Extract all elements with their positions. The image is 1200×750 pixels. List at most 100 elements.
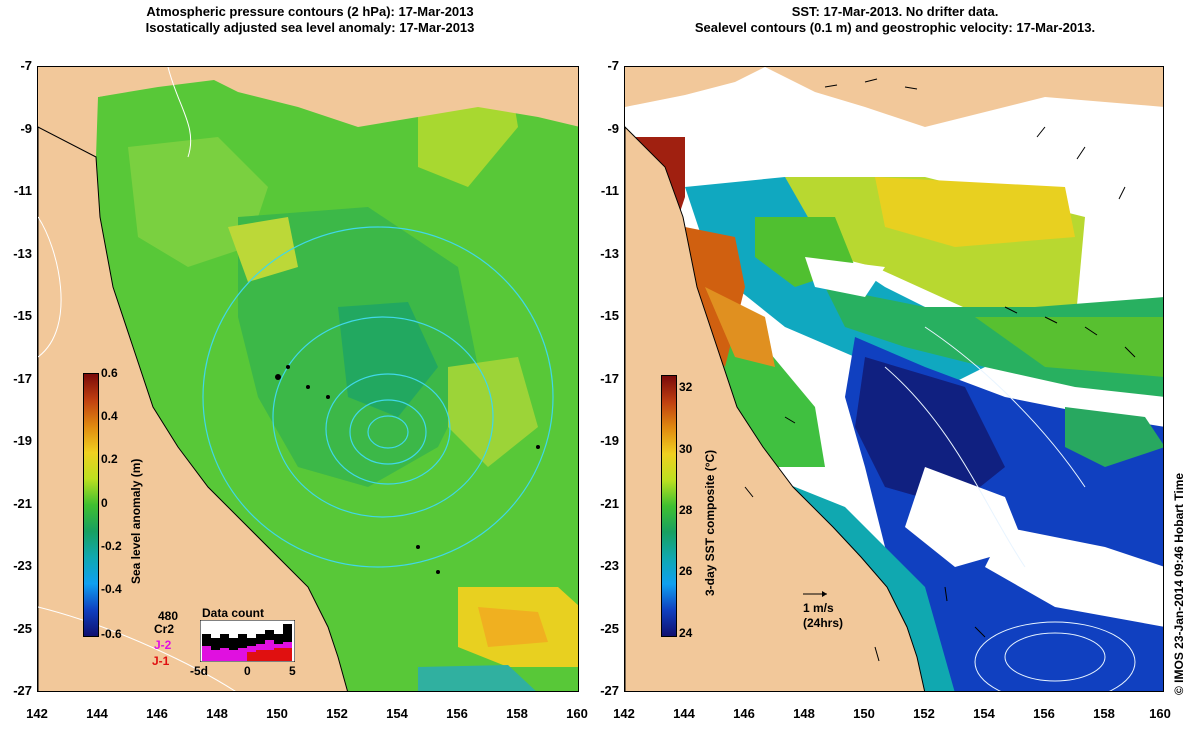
x-tick: 142 [613, 706, 635, 721]
sst-patch [875, 177, 1075, 247]
colorbar-tick: 28 [679, 503, 693, 517]
data-count-tick: -5d [190, 664, 208, 678]
y-tick: -27 [13, 683, 32, 698]
y-tick: -27 [600, 683, 619, 698]
sst-colorbar-label: 3-day SST composite (°C) [703, 449, 717, 596]
y-tick: -15 [13, 308, 32, 323]
land-queensland [38, 126, 348, 691]
x-tick: 148 [206, 706, 228, 721]
y-tick: -25 [13, 621, 32, 636]
mission-label-cr2: Cr2 [154, 622, 175, 636]
x-tick: 158 [506, 706, 528, 721]
geostrophic-velocity-arrows [744, 78, 1136, 662]
left-title-line2: Isostatically adjusted sea level anomaly… [145, 20, 475, 35]
x-tick: 150 [266, 706, 288, 721]
land-new-guinea-west [625, 67, 765, 107]
data-count-max: 480 [158, 609, 179, 623]
x-tick: 146 [733, 706, 755, 721]
colorbar-tick: 32 [679, 380, 693, 394]
anomaly-patch [338, 302, 438, 417]
x-tick: 154 [973, 706, 995, 721]
y-tick: -21 [13, 496, 32, 511]
x-tick: 144 [673, 706, 695, 721]
reef-dots [275, 365, 540, 574]
colorbar-tick: -0.6 [101, 627, 122, 641]
sst-patch [975, 317, 1163, 377]
colorbar-tick: 0 [101, 496, 108, 510]
sst-colorbar [661, 375, 677, 637]
sst-patch [705, 287, 775, 367]
velocity-key-sublabel: (24hrs) [803, 616, 844, 630]
sea-level-colorbar-label: Sea level anomaly (m) [129, 458, 143, 584]
copyright-notice: © IMOS 23-Jan-2014 09:46 Hobart Time [1172, 472, 1186, 695]
x-tick: 156 [446, 706, 468, 721]
colorbar-tick: 0.2 [101, 452, 118, 466]
sst-patch [1065, 407, 1163, 467]
y-tick: -19 [13, 433, 32, 448]
right-panel-title: SST: 17-Mar-2013. No drifter data. Seale… [605, 4, 1185, 36]
right-title-line2: Sealevel contours (0.1 m) and geostrophi… [694, 20, 1096, 35]
y-tick: -7 [20, 58, 32, 73]
data-count-tick: 0 [244, 664, 251, 678]
y-tick: -13 [600, 246, 619, 261]
sealevel-contours [884, 326, 1136, 691]
data-count-title: Data count [202, 606, 265, 620]
sst-nodata [805, 257, 885, 297]
sea-level-colorbar [83, 373, 99, 637]
y-tick: -25 [600, 621, 619, 636]
x-tick: 152 [913, 706, 935, 721]
x-tick: 158 [1093, 706, 1115, 721]
sea-level-map-graphic [38, 67, 578, 691]
colorbar-tick: 30 [679, 442, 693, 456]
y-tick: -7 [607, 58, 619, 73]
sst-map [624, 66, 1164, 692]
y-tick: -9 [607, 121, 619, 136]
sea-level-anomaly-map [37, 66, 579, 692]
y-tick: -13 [13, 246, 32, 261]
data-count-tick: 5 [289, 664, 296, 678]
x-tick: 152 [326, 706, 348, 721]
y-tick: -19 [600, 433, 619, 448]
colorbar-tick: 24 [679, 626, 693, 640]
velocity-key-arrowhead [822, 591, 827, 597]
y-tick: -23 [600, 558, 619, 573]
x-tick: 160 [1149, 706, 1171, 721]
x-tick: 146 [146, 706, 168, 721]
land-queensland [625, 126, 926, 691]
sst-patch [705, 327, 825, 467]
x-tick: 156 [1033, 706, 1055, 721]
x-tick: 144 [86, 706, 108, 721]
pressure-contours [202, 226, 554, 568]
sst-nodata [985, 527, 1163, 627]
velocity-key-label: 1 m/s [803, 601, 834, 615]
colorbar-tick: 26 [679, 564, 693, 578]
colorbar-tick: -0.2 [101, 539, 122, 553]
land-new-guinea [188, 67, 578, 127]
x-tick: 142 [26, 706, 48, 721]
colorbar-tick: -0.4 [101, 582, 122, 596]
y-tick: -11 [13, 183, 32, 198]
x-tick: 154 [386, 706, 408, 721]
land-pressure-contours [38, 67, 236, 691]
mission-label-j2: J-2 [154, 638, 172, 652]
anomaly-patch [228, 217, 298, 282]
anomaly-patch [478, 607, 548, 647]
y-tick: -15 [600, 308, 619, 323]
land-new-guinea-west [38, 67, 188, 112]
sst-map-graphic [625, 67, 1163, 691]
mission-label-j1: J-1 [152, 654, 170, 668]
right-title-line1: SST: 17-Mar-2013. No drifter data. [791, 4, 999, 19]
sst-nodata [905, 467, 1025, 567]
y-tick: -21 [600, 496, 619, 511]
x-tick: 150 [853, 706, 875, 721]
left-title-line1: Atmospheric pressure contours (2 hPa): 1… [146, 4, 474, 19]
colorbar-tick: 0.6 [101, 366, 118, 380]
data-count-histogram [200, 620, 295, 662]
land-new-guinea [765, 67, 1163, 127]
x-tick: 160 [566, 706, 588, 721]
y-tick: -11 [600, 183, 619, 198]
y-tick: -17 [600, 371, 619, 386]
y-tick: -9 [20, 121, 32, 136]
x-tick: 148 [793, 706, 815, 721]
colorbar-tick: 0.4 [101, 409, 118, 423]
